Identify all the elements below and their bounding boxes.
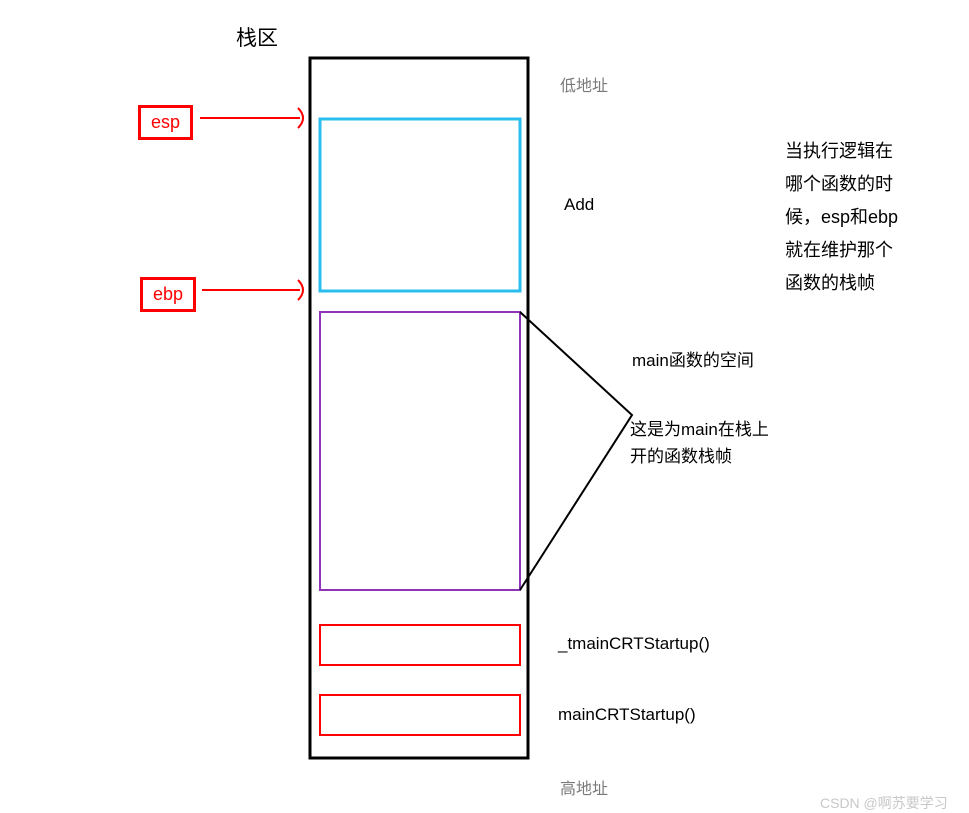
- explanation-line-4: 就在维护那个: [785, 236, 893, 262]
- main-frame-box: [320, 312, 520, 590]
- main-frame-label-1: 这是为main在栈上: [630, 415, 769, 440]
- maincrt-box: [320, 695, 520, 735]
- explanation-line-1: 当执行逻辑在: [785, 137, 893, 163]
- watermark-label: CSDN @啊苏要学习: [820, 793, 948, 813]
- esp-register-box: esp: [138, 105, 193, 140]
- add-label: Add: [564, 195, 594, 215]
- maincrt-label: mainCRTStartup(): [558, 705, 696, 725]
- high-addr-label: 高地址: [560, 775, 608, 799]
- low-addr-label: 低地址: [560, 72, 608, 96]
- connector-lines: [520, 312, 632, 590]
- main-space-label: main函数的空间: [632, 346, 754, 371]
- ebp-register-box: ebp: [140, 277, 196, 312]
- add-frame-box: [320, 119, 520, 291]
- stack-outer-rect: [310, 58, 528, 758]
- tmain-label: _tmainCRTStartup(): [558, 634, 710, 654]
- explanation-line-2: 哪个函数的时: [785, 170, 893, 196]
- explanation-line-5: 函数的栈帧: [785, 269, 875, 295]
- tmain-box: [320, 625, 520, 665]
- explanation-line-3: 候，esp和ebp: [785, 203, 898, 229]
- main-frame-label-2: 开的函数栈帧: [630, 442, 732, 467]
